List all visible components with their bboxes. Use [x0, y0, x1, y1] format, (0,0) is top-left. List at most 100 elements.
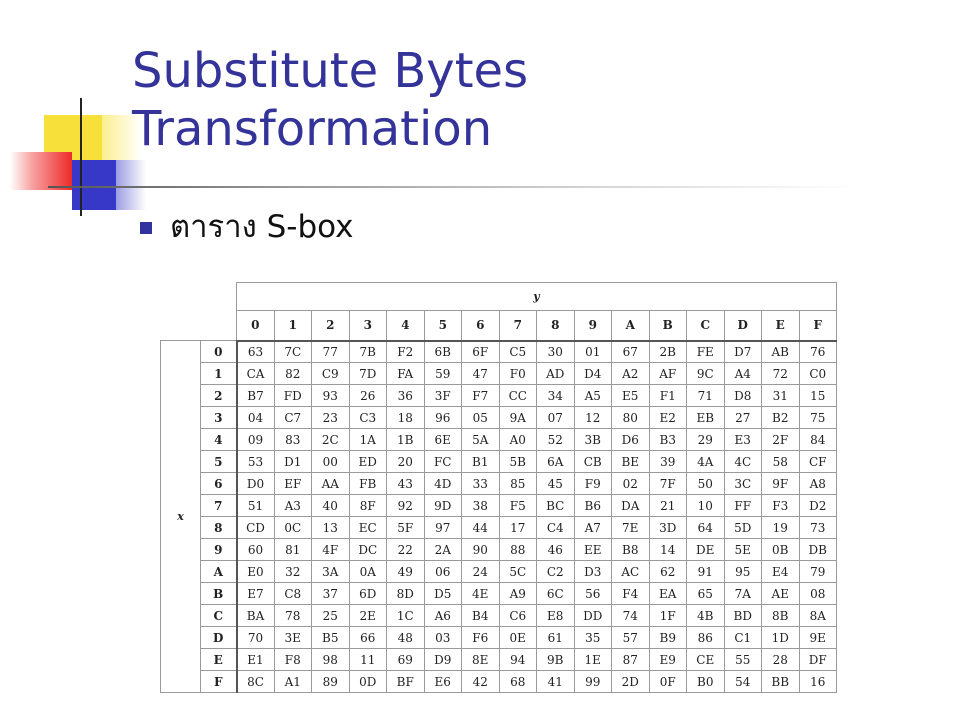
sbox-cell: 9D	[423, 494, 462, 517]
sbox-cell: 7D	[348, 362, 387, 385]
sbox-cell: 6D	[348, 582, 387, 605]
sbox-cell: 9A	[498, 406, 537, 429]
sbox-cell: B1	[461, 450, 500, 473]
sbox-cell: C6	[498, 604, 537, 627]
sbox-cell: 18	[386, 406, 425, 429]
sbox-cell: E0	[236, 560, 275, 583]
sbox-cell: CE	[686, 648, 725, 671]
sbox-cell: 80	[611, 406, 650, 429]
sbox-cell: AA	[311, 472, 350, 495]
sbox-cell: 2E	[348, 604, 387, 627]
sbox-cell: ED	[348, 450, 387, 473]
decorative-red-gradient	[10, 152, 72, 190]
sbox-cell: 1E	[573, 648, 612, 671]
sbox-cell: D9	[423, 648, 462, 671]
sbox-cell: 42	[461, 670, 500, 693]
slide-title: Substitute Bytes Transformation	[132, 43, 529, 157]
row-header: 7	[200, 494, 238, 517]
sbox-cell: F6	[461, 626, 500, 649]
sbox-cell: EF	[273, 472, 312, 495]
sbox-cell: 87	[611, 648, 650, 671]
sbox-cell: 93	[311, 384, 350, 407]
sbox-cell: 92	[386, 494, 425, 517]
decorative-blue-gradient	[116, 160, 146, 210]
sbox-cell: 33	[461, 472, 500, 495]
row-header: 9	[200, 538, 238, 561]
column-header: 1	[273, 310, 312, 342]
sbox-cell: 0D	[348, 670, 387, 693]
sbox-cell: 0E	[498, 626, 537, 649]
row-header: 4	[200, 428, 238, 451]
sbox-cell: 2F	[761, 428, 800, 451]
row-header: B	[200, 582, 238, 605]
sbox-cell: 60	[236, 538, 275, 561]
bullet-text: ตาราง S-box	[170, 209, 354, 245]
sbox-cell: C2	[536, 560, 575, 583]
sbox-cell: 46	[536, 538, 575, 561]
table-row: F 8C A1 89 0D BF E6 42 68 41 99 2D 0F B0 54 BB 16	[161, 670, 837, 693]
sbox-cell: 6E	[423, 428, 462, 451]
sbox-cell: 40	[311, 494, 350, 517]
sbox-cell: 43	[386, 472, 425, 495]
sbox-cell: 01	[573, 340, 612, 363]
table-row: 3 04 C7 23 C3 18 96 05 9A 07 12 80 E2 EB 27 B2 75	[161, 406, 837, 429]
sbox-cell: D4	[573, 362, 612, 385]
sbox-cell: 49	[386, 560, 425, 583]
sbox-cell: 0B	[761, 538, 800, 561]
sbox-cell: 34	[536, 384, 575, 407]
sbox-cell: E7	[236, 582, 275, 605]
row-header: F	[200, 670, 238, 693]
sbox-cell: CB	[573, 450, 612, 473]
sbox-cell: F5	[498, 494, 537, 517]
sbox-cell: D6	[611, 428, 650, 451]
sbox-cell: 47	[461, 362, 500, 385]
sbox-cell: 9C	[686, 362, 725, 385]
sbox-cell: DC	[348, 538, 387, 561]
sbox-cell: 19	[761, 516, 800, 539]
sbox-cell: A7	[573, 516, 612, 539]
sbox-cell: CD	[236, 516, 275, 539]
sbox-cell: FC	[423, 450, 462, 473]
table-row: A E0 32 3A 0A 49 06 24 5C C2 D3 AC 62 91 95 E4 79	[161, 560, 837, 583]
row-header: 1	[200, 362, 238, 385]
sbox-cell: 0F	[648, 670, 687, 693]
sbox-cell: 1D	[761, 626, 800, 649]
sbox-cell: 97	[423, 516, 462, 539]
sbox-cell: 3C	[723, 472, 762, 495]
sbox-cell: FB	[348, 472, 387, 495]
sbox-cell: 3F	[423, 384, 462, 407]
sbox-cell: 5F	[386, 516, 425, 539]
sbox-cell: 20	[386, 450, 425, 473]
sbox-cell: 4A	[686, 450, 725, 473]
sbox-cell: 71	[686, 384, 725, 407]
sbox-cell: 37	[311, 582, 350, 605]
sbox-cell: EE	[573, 538, 612, 561]
sbox-cell: 08	[798, 582, 837, 605]
sbox-cell: 35	[573, 626, 612, 649]
row-header: A	[200, 560, 238, 583]
sbox-cell: 00	[311, 450, 350, 473]
sbox-cell: 62	[648, 560, 687, 583]
sbox-cell: E4	[761, 560, 800, 583]
sbox-cell: 9B	[536, 648, 575, 671]
sbox-cell: 7B	[348, 340, 387, 363]
sbox-cell: 3B	[573, 428, 612, 451]
sbox-cell: E6	[423, 670, 462, 693]
sbox-cell: F9	[573, 472, 612, 495]
sbox-cell: B8	[611, 538, 650, 561]
sbox-cell: F7	[461, 384, 500, 407]
column-header: 4	[386, 310, 425, 342]
column-header: 9	[573, 310, 612, 342]
sbox-cell: A3	[273, 494, 312, 517]
sbox-cell: 52	[536, 428, 575, 451]
sbox-cell: 5E	[723, 538, 762, 561]
sbox-cell: 24	[461, 560, 500, 583]
column-header: 6	[461, 310, 500, 342]
sbox-cell: 6F	[461, 340, 500, 363]
row-header: 6	[200, 472, 238, 495]
sbox-cell: 05	[461, 406, 500, 429]
sbox-cell: 16	[798, 670, 837, 693]
sbox-cell: C3	[348, 406, 387, 429]
sbox-cell: 28	[761, 648, 800, 671]
sbox-cell: 78	[273, 604, 312, 627]
